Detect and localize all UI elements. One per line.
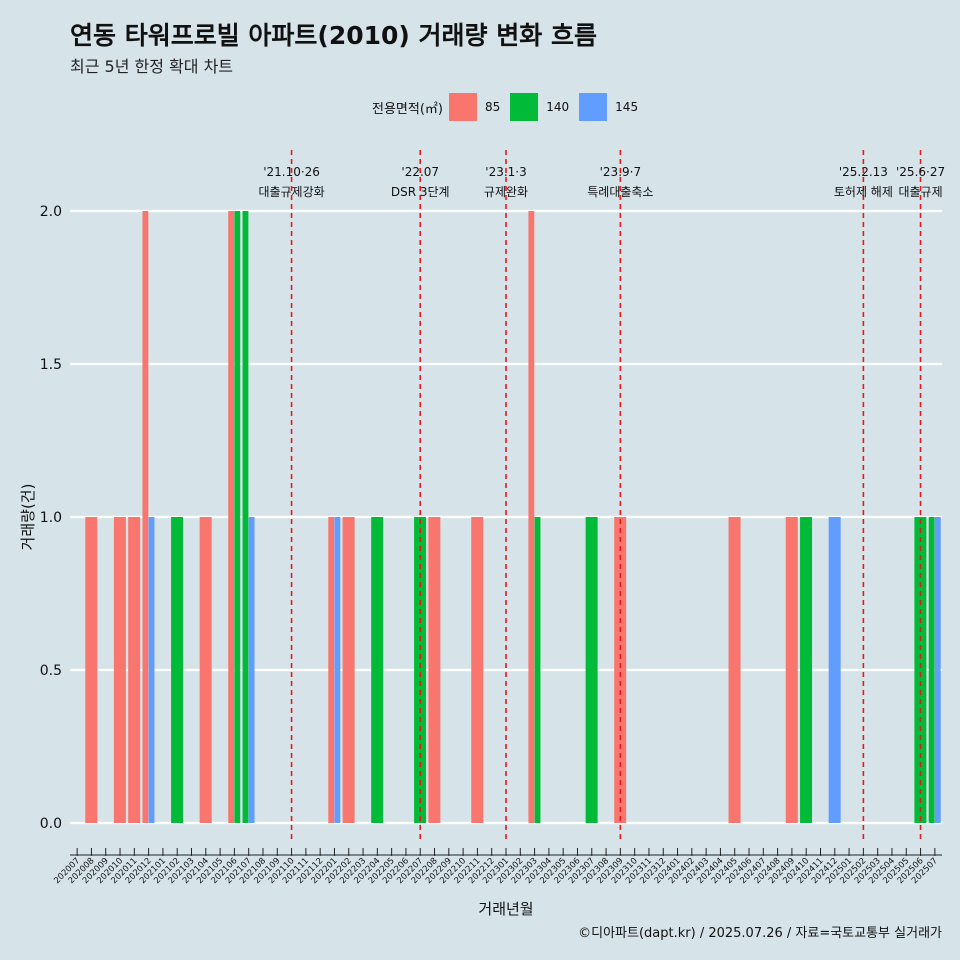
event-date-3: '23.9·7 xyxy=(600,165,641,179)
caption: ©디아파트(dapt.kr) / 2025.07.26 / 자료=국토교통부 실… xyxy=(578,926,942,941)
legend-key-145 xyxy=(579,93,608,121)
legend-label-140: 140 xyxy=(546,100,570,114)
y-tick-label-2: 1.0 xyxy=(40,510,62,526)
bar-202106-85 xyxy=(228,211,235,823)
bar-202211-85 xyxy=(471,517,484,823)
bar-202303-140 xyxy=(534,517,541,823)
legend-key-140 xyxy=(510,93,539,121)
bar-202107-145 xyxy=(248,517,255,823)
legend: 전용면적(㎡) 85 140 145 xyxy=(372,92,648,122)
x-axis-label: 거래년월 xyxy=(478,900,533,918)
y-axis: 0.0 0.5 1.0 1.5 2.0 xyxy=(40,204,62,832)
bar-202309-85 xyxy=(614,517,627,823)
event-date-0: '21.10·26 xyxy=(263,165,320,179)
bar-202201-85 xyxy=(328,517,335,823)
y-tick-label-1: 0.5 xyxy=(40,663,62,679)
bar-202303-85 xyxy=(528,211,535,823)
bar-202204-140 xyxy=(371,517,384,823)
bar-202507-145 xyxy=(934,517,941,823)
event-date-1: '22.07 xyxy=(401,165,439,179)
y-tick-label-4: 2.0 xyxy=(40,204,62,220)
event-label-4: 토허제 해제 xyxy=(834,185,893,199)
bar-202012-85 xyxy=(142,211,149,823)
event-annotations: '21.10·26 대출규제강화 '22.07 DSR 3단계 '23.1·3 규제완화 '… xyxy=(258,165,945,199)
bar-202011-85 xyxy=(128,517,141,823)
bar-202104-85 xyxy=(199,517,212,823)
bar-202106-140 xyxy=(234,211,241,823)
legend-key-85 xyxy=(448,93,477,121)
legend-item-85: 85 xyxy=(448,93,501,121)
chart-title: 연동 타워프로빌 아파트(2010) 거래량 변화 흐름 xyxy=(70,21,597,50)
legend-label-145: 145 xyxy=(615,100,639,114)
event-label-5: 대출규제 xyxy=(898,185,942,199)
bar-202412-145 xyxy=(828,517,841,823)
bars xyxy=(85,211,941,823)
event-label-3: 특례대출축소 xyxy=(587,185,653,199)
event-date-5: '25.6·27 xyxy=(896,165,945,179)
bar-202010-85 xyxy=(113,517,126,823)
bar-202507-140 xyxy=(928,517,935,823)
bar-202012-145 xyxy=(148,517,155,823)
event-lines xyxy=(290,150,922,842)
bar-202506-140 xyxy=(914,517,927,823)
bar-202008-85 xyxy=(85,517,98,823)
bar-202202-85 xyxy=(342,517,355,823)
legend-label-85: 85 xyxy=(484,100,501,114)
chart-subtitle: 최근 5년 한정 확대 차트 xyxy=(70,57,234,76)
bar-202307-140 xyxy=(585,517,598,823)
bar-202409-85 xyxy=(785,517,798,823)
bar-202201-145 xyxy=(334,517,341,823)
legend-item-140: 140 xyxy=(510,93,569,121)
y-axis-label: 거래량(건) xyxy=(19,484,37,551)
bar-202102-140 xyxy=(171,517,184,823)
event-date-4: '25.2.13 xyxy=(839,165,888,179)
y-tick-label-0: 0.0 xyxy=(40,816,62,832)
bar-202107-140 xyxy=(242,211,249,823)
event-label-1: DSR 3단계 xyxy=(391,185,450,199)
legend-item-145: 145 xyxy=(579,93,638,121)
y-tick-label-3: 1.5 xyxy=(40,357,62,373)
x-axis: 2020072020082020092020102020112020122021… xyxy=(52,848,942,886)
event-date-2: '23.1·3 xyxy=(485,165,526,179)
bar-202207-140 xyxy=(414,517,427,823)
event-label-0: 대출규제강화 xyxy=(258,185,324,199)
bar-202208-85 xyxy=(428,517,441,823)
event-label-2: 규제완화 xyxy=(484,185,528,199)
legend-title: 전용면적(㎡) xyxy=(372,101,443,117)
bar-202405-85 xyxy=(728,517,741,823)
bar-202410-140 xyxy=(800,517,813,823)
